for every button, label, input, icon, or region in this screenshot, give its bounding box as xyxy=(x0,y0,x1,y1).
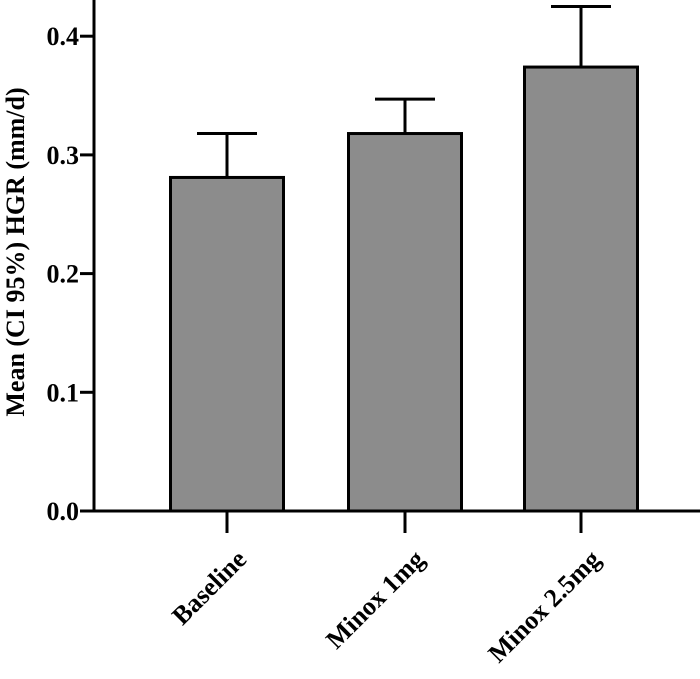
axes-layer xyxy=(92,0,700,513)
bar-minox-2-5mg xyxy=(523,65,639,513)
y-axis-title: Mean (CI 95%) HGR (mm/d) xyxy=(1,87,30,416)
x-ticks-layer: Baseline Minox 1mg Minox 2.5mg xyxy=(166,511,606,668)
y-tick-label: 0.3 xyxy=(47,141,80,170)
y-tick-label: 0.4 xyxy=(47,22,80,51)
y-tick-label: 0.1 xyxy=(47,378,80,407)
error-bar-minox-2-5mg xyxy=(551,5,611,68)
error-bars-layer xyxy=(197,5,611,178)
bar-baseline xyxy=(169,175,285,513)
y-tick-label: 0.2 xyxy=(47,260,80,289)
bar-minox-1mg xyxy=(347,132,463,513)
x-tick-label: Baseline xyxy=(166,545,252,631)
x-tick-label: Minox 2.5mg xyxy=(482,545,606,669)
y-ticks-layer: 0.0 0.1 0.2 0.3 0.4 xyxy=(47,22,94,526)
error-bar-minox-1mg xyxy=(375,97,435,134)
y-tick-label: 0.0 xyxy=(47,497,80,526)
x-tick-label: Minox 1mg xyxy=(320,545,430,655)
error-bar-baseline xyxy=(197,132,257,178)
